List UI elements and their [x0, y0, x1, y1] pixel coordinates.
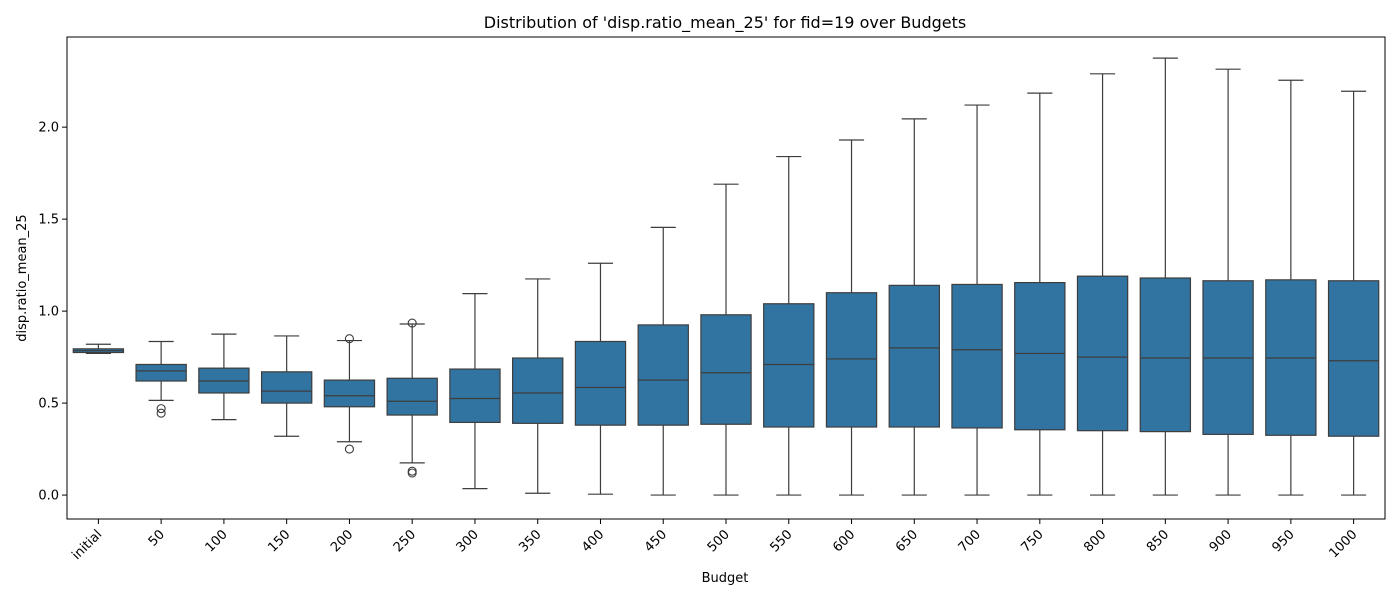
x-axis: initial 50 100 150 200 250 300 350 400 450 500 550 6… [69, 519, 1360, 563]
iqr-box [1327, 280, 1380, 437]
iqr-box [135, 363, 187, 382]
y-axis-label: disp.ratio_mean_25 [15, 214, 30, 341]
y-axis: 0.0 0.5 1.0 1.5 2.0 [38, 121, 67, 504]
box-250 [386, 318, 438, 478]
box-700 [951, 104, 1003, 496]
plot-area [72, 57, 1380, 496]
box-450 [637, 226, 689, 496]
iqr-box [449, 368, 501, 424]
box-100 [198, 333, 250, 421]
iqr-box [1076, 275, 1129, 432]
x-tick-label: 950 [1270, 527, 1298, 555]
box-400 [574, 262, 627, 495]
outlier-point [407, 318, 417, 328]
x-tick-label: 550 [767, 527, 795, 555]
y-tick-label: 0.5 [38, 397, 59, 412]
y-tick-label: 0.0 [38, 489, 59, 504]
iqr-box [574, 340, 627, 426]
x-tick-label: initial [69, 527, 105, 563]
box-600 [825, 139, 878, 496]
x-tick-label: 150 [265, 527, 293, 555]
iqr-box [1139, 277, 1192, 433]
iqr-box [323, 379, 376, 408]
box-650 [888, 118, 940, 496]
outlier-point [407, 468, 417, 478]
x-tick-label: 1000 [1326, 527, 1360, 561]
iqr-box [637, 324, 689, 426]
box-150 [260, 335, 313, 437]
iqr-box [700, 314, 752, 425]
x-tick-label: 50 [146, 527, 168, 549]
x-tick-label: 100 [203, 527, 231, 555]
x-tick-label: 600 [830, 527, 858, 555]
box-350 [512, 278, 564, 494]
x-tick-label: 850 [1144, 527, 1172, 555]
outlier-point [156, 404, 166, 414]
box-750 [1014, 92, 1066, 496]
x-tick-label: 750 [1018, 527, 1046, 555]
box-550 [763, 155, 815, 496]
iqr-box [512, 357, 564, 424]
iqr-box [386, 377, 438, 416]
box-initial [72, 343, 125, 355]
x-tick-label: 650 [893, 527, 921, 555]
iqr-box [951, 283, 1003, 429]
x-tick-label: 350 [516, 527, 544, 555]
box-50 [135, 340, 187, 418]
outlier-point [344, 334, 354, 344]
box-850 [1139, 57, 1192, 496]
iqr-box [1014, 281, 1066, 431]
box-300 [449, 293, 501, 490]
box-500 [700, 183, 752, 496]
x-tick-label: 700 [956, 527, 984, 555]
outlier-point [407, 466, 417, 476]
x-tick-label: 250 [391, 527, 419, 555]
outlier-point [156, 408, 166, 418]
iqr-box [763, 303, 815, 428]
iqr-box [825, 292, 878, 428]
box-900 [1202, 68, 1254, 496]
x-tick-label: 900 [1207, 527, 1235, 555]
box-1000 [1327, 90, 1380, 496]
x-tick-label: 500 [705, 527, 733, 555]
chart-title: Distribution of 'disp.ratio_mean_25' for… [484, 13, 966, 33]
x-tick-label: 200 [328, 527, 356, 555]
x-tick-label: 450 [642, 527, 670, 555]
box-950 [1265, 79, 1317, 496]
y-tick-label: 2.0 [38, 121, 59, 136]
outlier-point [344, 444, 354, 454]
y-tick-label: 1.5 [38, 213, 59, 228]
box-200 [323, 334, 376, 454]
y-tick-label: 1.0 [38, 305, 59, 320]
x-tick-label: 800 [1081, 527, 1109, 555]
iqr-box [260, 371, 313, 404]
iqr-box [888, 284, 940, 428]
box-800 [1076, 73, 1129, 496]
x-tick-label: 300 [454, 527, 482, 555]
x-tick-label: 400 [579, 527, 607, 555]
x-axis-label: Budget [702, 571, 749, 586]
